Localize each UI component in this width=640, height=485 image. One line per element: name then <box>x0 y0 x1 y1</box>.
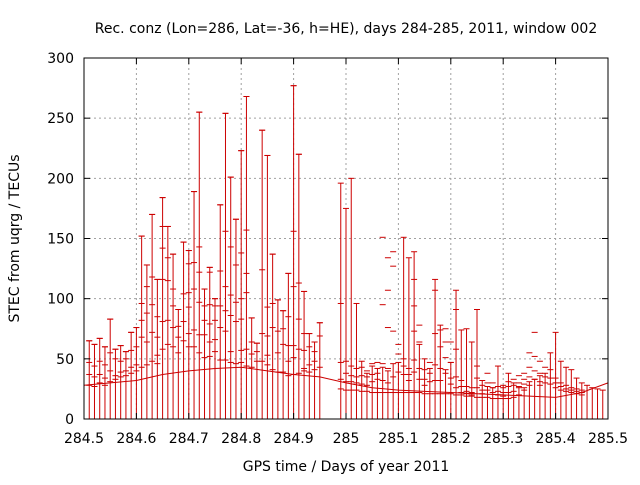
y-tick-label: 250 <box>47 111 74 127</box>
axis-ticks: 284.5 284.6 284.7 284.8 284.9 285 285.1 285.2 28… <box>47 51 628 447</box>
data-series <box>83 85 609 419</box>
x-tick-label: 284.9 <box>274 431 314 447</box>
y-tick-label: 0 <box>65 412 74 428</box>
x-tick-label: 284.5 <box>64 431 104 447</box>
x-tick-label: 285.1 <box>378 431 418 447</box>
x-tick-label: 285.4 <box>536 431 576 447</box>
x-tick-label: 285 <box>333 431 360 447</box>
y-tick-label: 100 <box>47 292 74 308</box>
x-tick-label: 285.2 <box>431 431 471 447</box>
y-tick-label: 50 <box>56 352 74 368</box>
y-tick-label: 200 <box>47 171 74 187</box>
y-axis-label: STEC from uqrg / TECUs <box>7 154 23 322</box>
y-tick-label: 300 <box>47 51 74 67</box>
x-tick-label: 284.8 <box>221 431 261 447</box>
y-tick-label: 150 <box>47 232 74 248</box>
x-tick-label: 285.3 <box>483 431 523 447</box>
chart-title: Rec. conz (Lon=286, Lat=-36, h=HE), days… <box>95 21 597 37</box>
x-tick-label: 285.5 <box>588 431 628 447</box>
x-axis-label: GPS time / Days of year 2011 <box>243 459 450 475</box>
x-tick-label: 284.6 <box>116 431 156 447</box>
x-tick-label: 284.7 <box>169 431 209 447</box>
